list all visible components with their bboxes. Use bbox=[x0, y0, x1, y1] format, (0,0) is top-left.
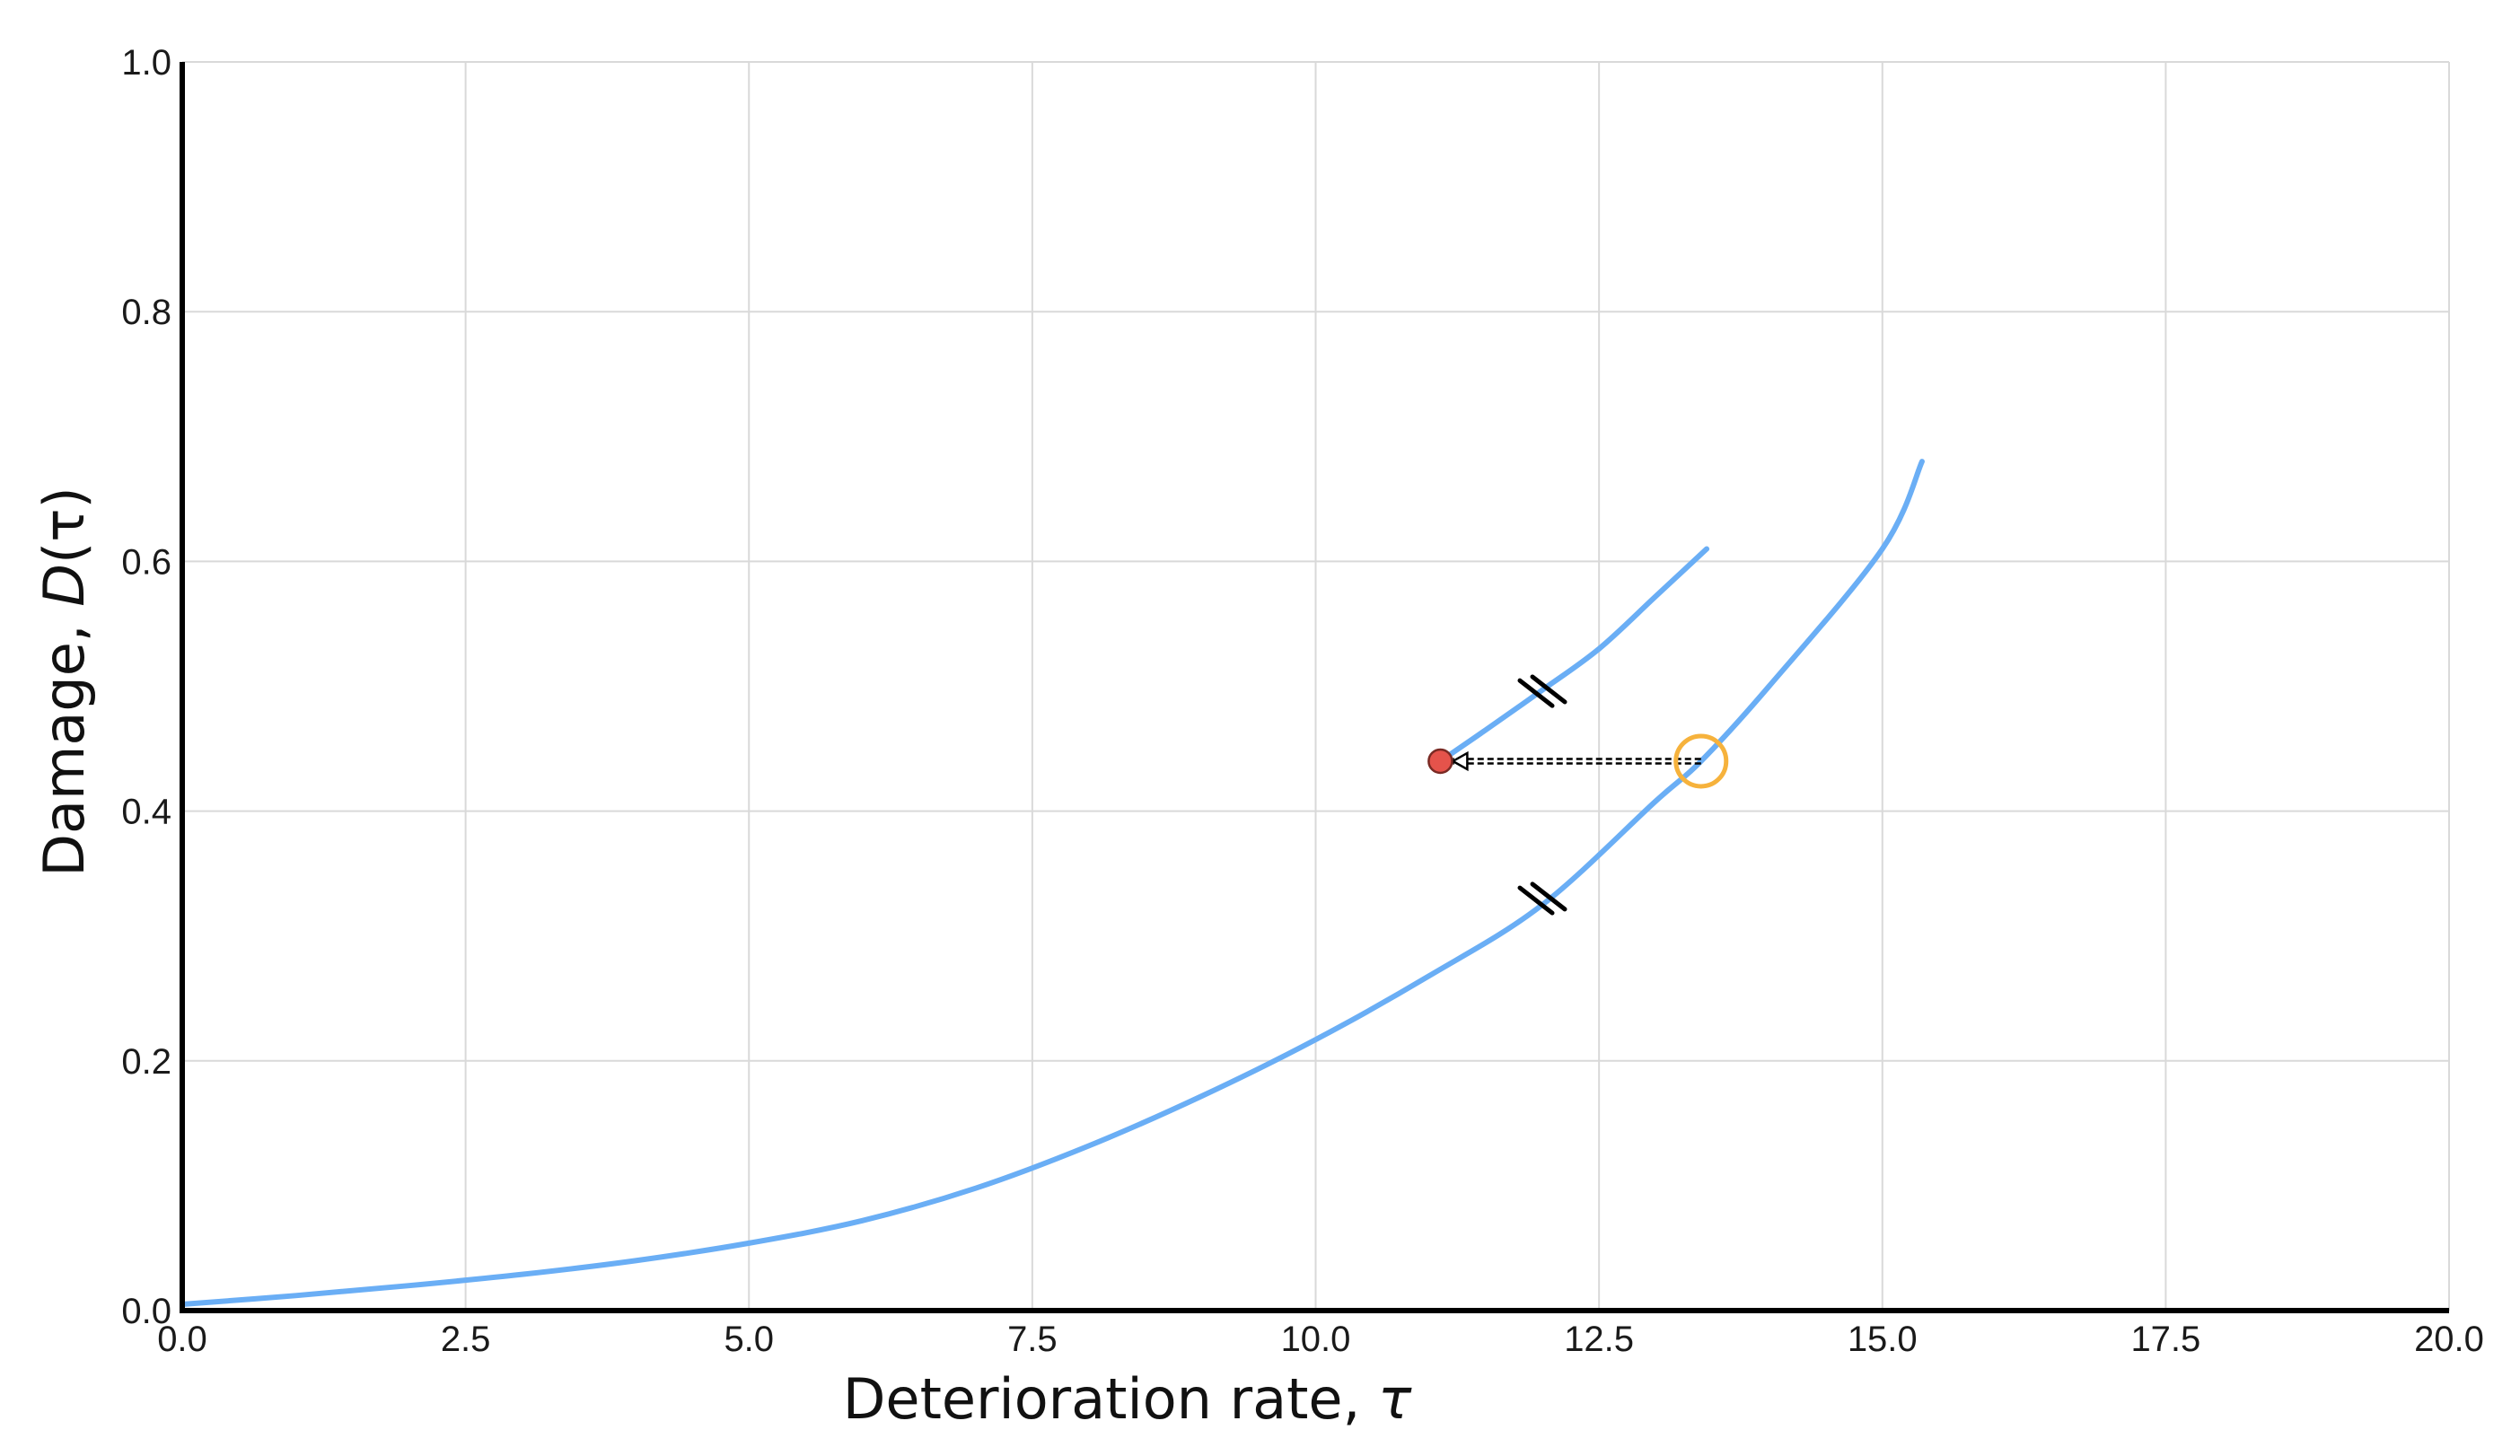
arrow-head bbox=[1450, 750, 1469, 772]
tick-labels: 0.0 2.5 5.0 7.5 10.0 12.5 15.0 17.5 20.0 0.0 0.2 0.… bbox=[121, 43, 2484, 1359]
series-line-1 bbox=[180, 459, 1925, 1308]
x-tick-label: 10.0 bbox=[1281, 1320, 1351, 1359]
x-tick-label: 2.5 bbox=[441, 1320, 491, 1359]
y-tick-label: 1.0 bbox=[121, 43, 171, 83]
y-tick-label: 0.0 bbox=[121, 1292, 171, 1331]
x-tick-label: 5.0 bbox=[724, 1320, 774, 1359]
x-tick-label: 17.5 bbox=[2130, 1320, 2200, 1359]
break-mark bbox=[1517, 678, 1555, 708]
gridlines bbox=[182, 61, 2450, 1311]
axes bbox=[180, 62, 2449, 1313]
y-tick-label: 0.2 bbox=[121, 1042, 171, 1082]
x-tick-label: 20.0 bbox=[2414, 1320, 2484, 1359]
annotations-layer bbox=[1427, 674, 1729, 916]
break-mark bbox=[1530, 674, 1567, 705]
x-tick-label: 0.0 bbox=[157, 1320, 207, 1359]
start-point-marker bbox=[1427, 748, 1453, 775]
x-tick-label: 7.5 bbox=[1007, 1320, 1058, 1359]
highlight-circle bbox=[1673, 733, 1729, 789]
y-axis-title: Damage, D(τ) bbox=[31, 487, 97, 877]
series-line-2 bbox=[1437, 546, 1710, 764]
y-tick-label: 0.8 bbox=[121, 293, 171, 332]
break-mark bbox=[1517, 885, 1555, 916]
x-tick-label: 12.5 bbox=[1564, 1320, 1634, 1359]
x-axis-title: Deterioration rate, τ bbox=[843, 1366, 1412, 1432]
series-layer bbox=[180, 459, 1925, 1308]
break-mark bbox=[1530, 881, 1567, 912]
x-tick-label: 15.0 bbox=[1848, 1320, 1918, 1359]
y-tick-label: 0.6 bbox=[121, 542, 171, 582]
y-tick-label: 0.4 bbox=[121, 793, 171, 832]
